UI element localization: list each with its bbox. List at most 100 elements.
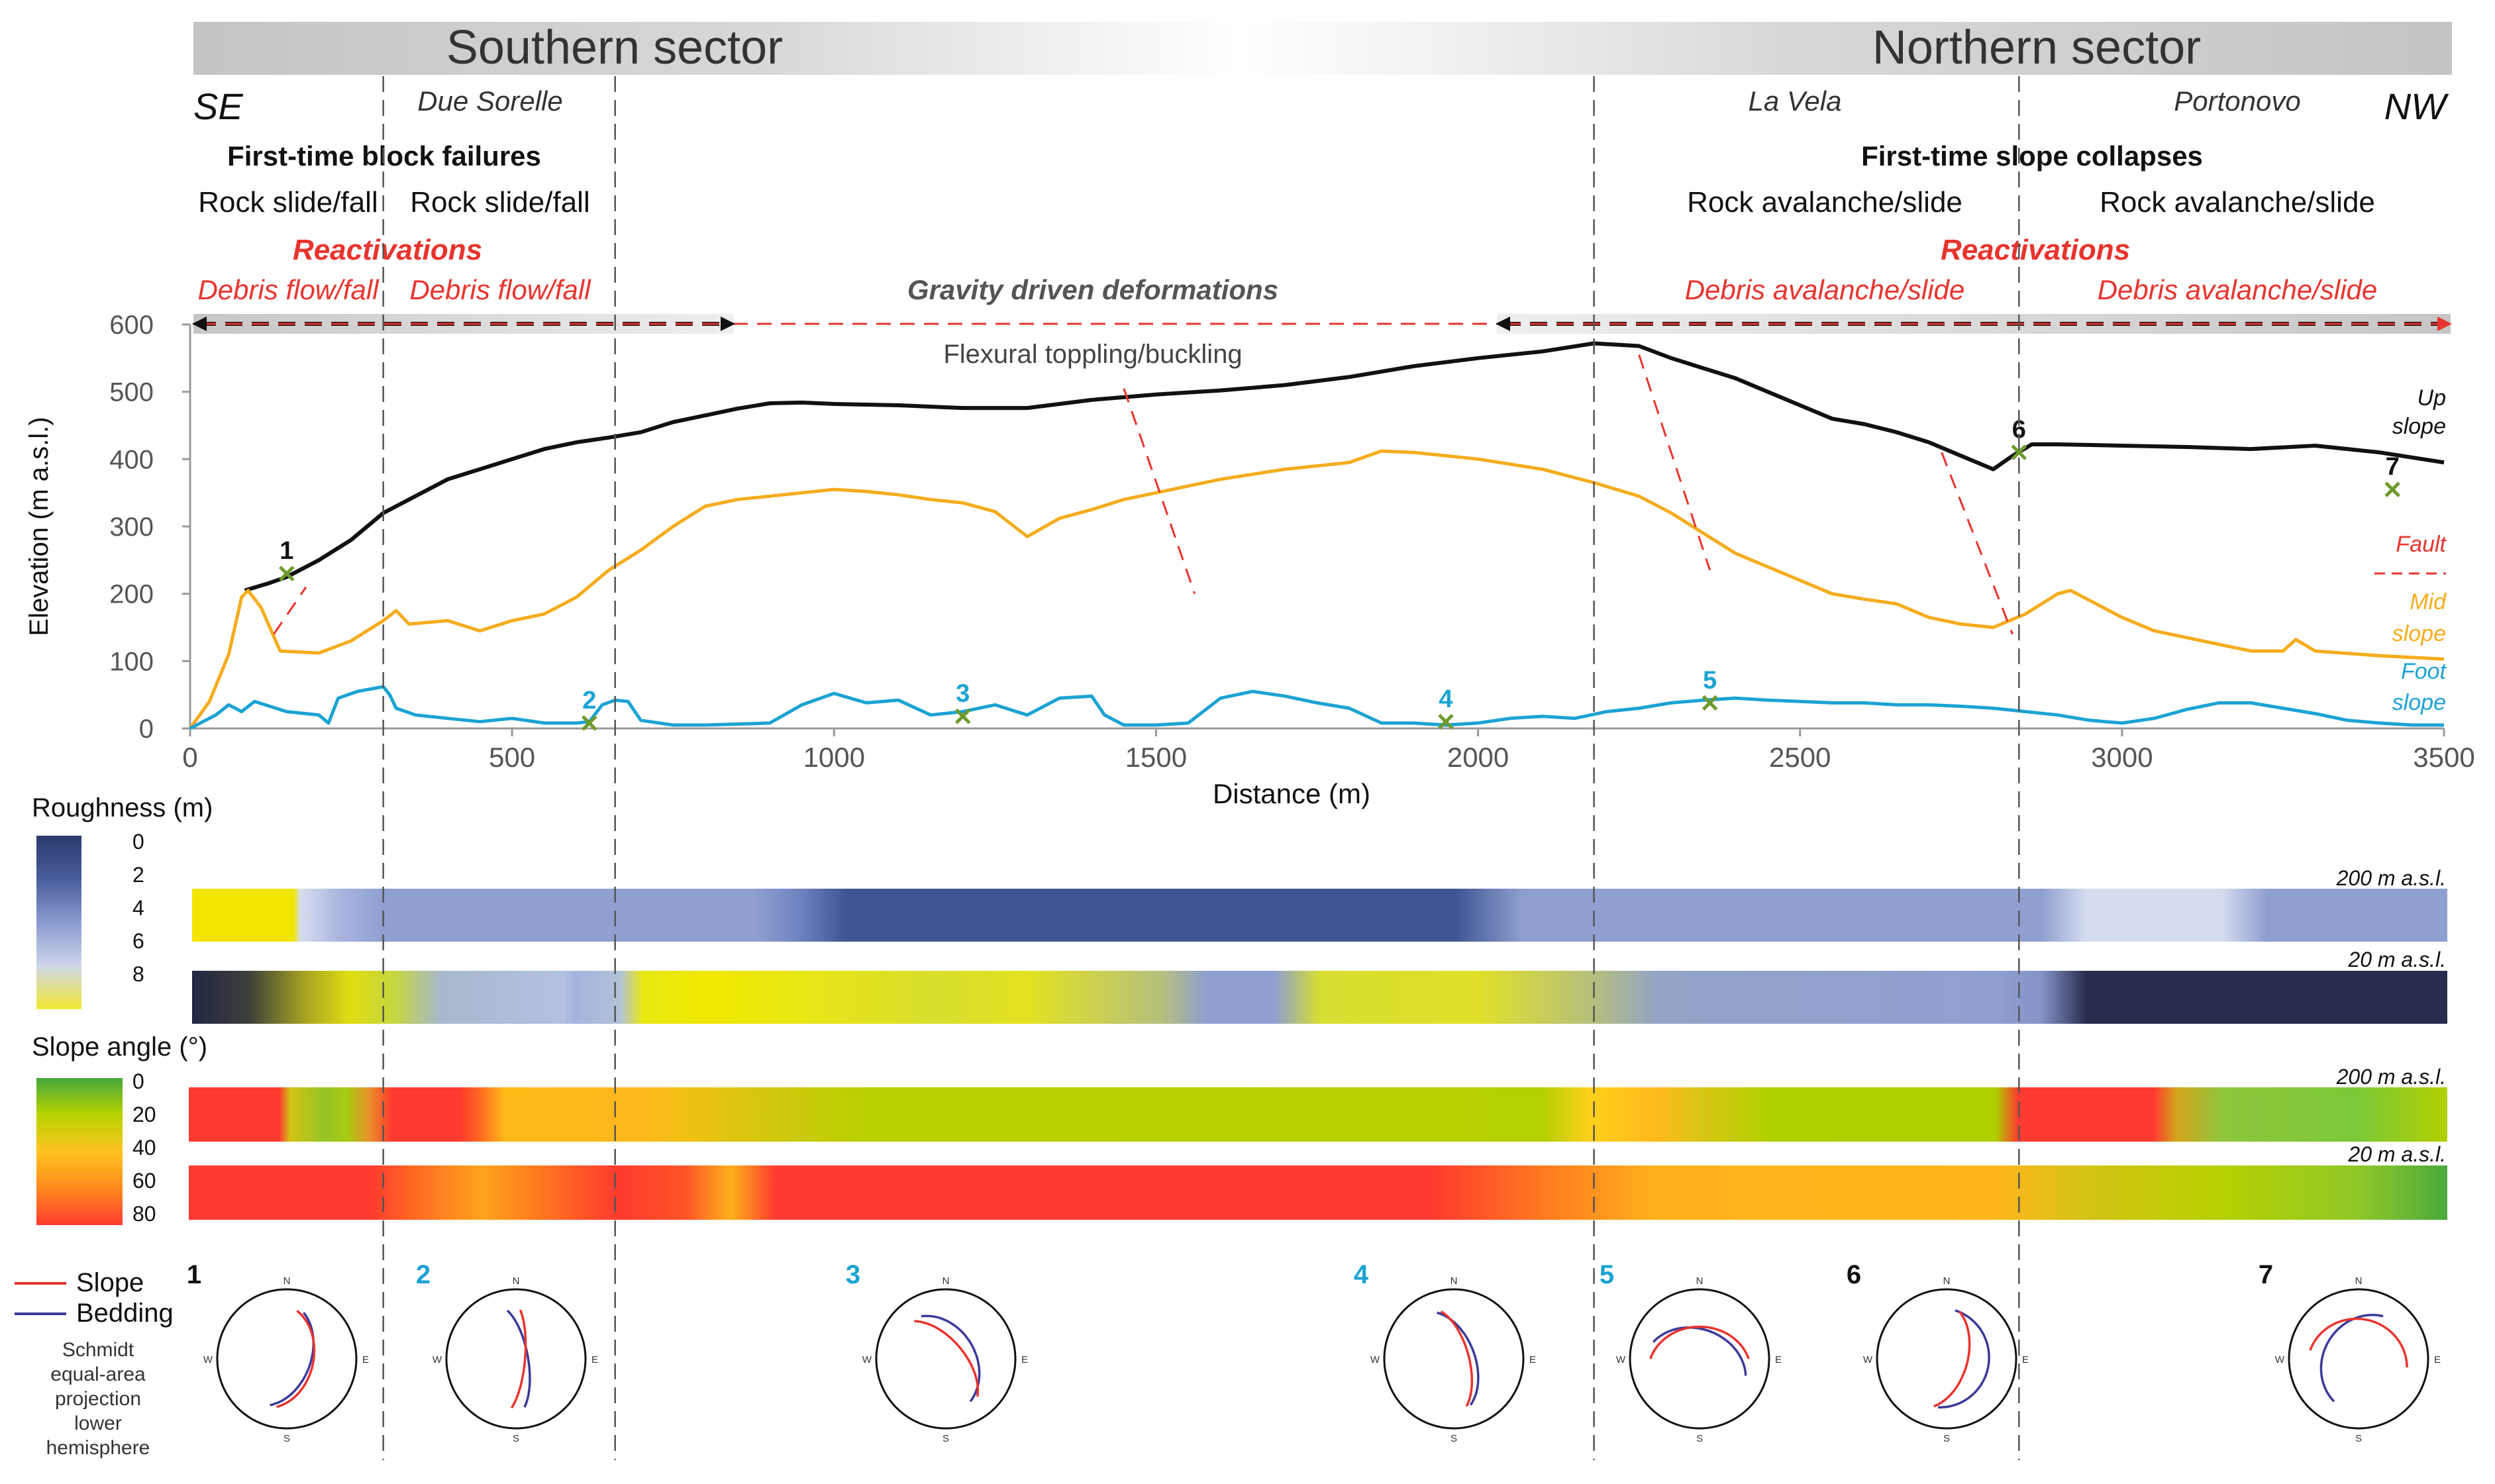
stereonet-id-label: 2 [416,1260,431,1289]
site-marker-label: 7 [2386,453,2400,481]
stereonet-direction: S [513,1433,519,1444]
series-group [188,341,2445,730]
legend-bedding-label: Bedding [76,1299,174,1328]
series-label-mid: Mid [2410,589,2447,615]
projection-note-2: equal-area [50,1363,146,1385]
projection-note-4: lower [74,1412,122,1434]
x-tick-label: 500 [489,742,535,773]
x-tick-label: 0 [182,742,197,773]
southern-sector-label: Southern sector [446,21,783,74]
first-time-slope-label: First-time slope collapses [1861,140,2203,172]
stereonet-direction: N [1451,1275,1458,1287]
y-tick-label: 0 [139,715,154,744]
bedding-great-circle [1437,1311,1480,1406]
slope-angle-tick-label: 60 [132,1169,156,1193]
stereonet-direction: E [2022,1354,2029,1365]
bedding-great-circle [506,1309,531,1408]
y-tick-label: 500 [109,378,154,407]
roughness-bar-20m [192,971,2447,1024]
sector-dividers [382,76,2020,1460]
stereonet-circle [875,1288,1017,1430]
debris-flow-fall-2: Debris flow/fall [409,274,591,305]
flexural-toppling-label: Flexural toppling/buckling [943,340,1242,369]
projection-note-5: hemisphere [46,1437,150,1459]
la-vela-label: La Vela [1749,85,1842,117]
roughness-scale-ticks: 0 2 4 6 8 [132,830,144,986]
stereonet-4: N S W E 4 [1354,1260,1536,1444]
bedding-great-circle [2319,1313,2384,1403]
stereonet-direction: E [2434,1354,2441,1365]
slope-great-circle [1440,1310,1474,1407]
roughness-tick-label: 4 [132,896,144,920]
stereonet-id-label: 5 [1600,1260,1614,1289]
legend-slope-label: Slope [76,1268,144,1297]
arrowhead-right-2 [2437,317,2452,331]
northern-sector-label: Northern sector [1872,21,2201,74]
slope-angle-scale [36,1078,123,1225]
stereonet-direction: W [433,1354,442,1365]
y-tick-label: 400 [109,445,154,474]
slope-angle-tick-label: 20 [132,1103,156,1126]
slope-great-circle [2309,1317,2408,1367]
site-marker-4 [1438,714,1454,730]
arrowhead-left-1 [192,317,207,331]
stereonet-circle [1629,1288,1770,1430]
slope-great-circle [914,1320,980,1397]
stereonet-direction: S [2355,1433,2362,1444]
rock-avalanche-slide-2: Rock avalanche/slide [2100,186,2375,219]
x-axis-label: Distance (m) [1213,778,1370,809]
stereonets: N S W E 1 N S W E 2 N S W E 3 N S W E 4 N S W E 5 N S W E 6 N S W E 7 [187,1260,2441,1444]
stereonet-direction: W [862,1354,872,1365]
site-marker-label: 2 [582,687,596,715]
stereonet-1: N S W E 1 [187,1260,369,1444]
series-label-up: Up [2418,385,2446,411]
stereonet-direction: W [1616,1354,1626,1365]
site-marker-label: 4 [1439,685,1452,713]
projection-note-3: projection [55,1388,141,1410]
stereonet-direction: S [1451,1433,1457,1444]
x-tick-label: 3000 [2091,742,2153,773]
x-tick-label: 2500 [1769,742,1831,773]
stereonet-direction: N [2355,1275,2363,1287]
y-tick-label: 200 [109,580,154,609]
first-time-block-label: First-time block failures [227,140,541,172]
fault-line [1123,388,1196,595]
stereonet-circle [2288,1288,2429,1430]
stereonet-direction: S [283,1433,290,1444]
debris-avalanche-slide-1: Debris avalanche/slide [1685,274,1965,305]
series-label-foot: slope [2392,690,2446,715]
stereonet-direction: S [942,1433,949,1444]
x-tick-label: 1500 [1125,742,1187,773]
stereonet-direction: E [1021,1354,1028,1365]
slope-bar1-label: 200 m a.s.l. [2336,1065,2446,1089]
stereonet-2: N S W E 2 [416,1260,598,1444]
stereonet-circle [1383,1288,1525,1430]
stereonet-id-label: 7 [2259,1260,2273,1289]
stereonet-direction: E [362,1354,369,1365]
slope-angle-tick-label: 80 [132,1202,156,1226]
y-tick-label: 600 [109,311,154,340]
site-marker-label: 6 [2012,416,2026,444]
fault-line [273,586,307,635]
slope-angle-tick-label: 40 [132,1136,156,1160]
stereonet-id-label: 3 [846,1260,860,1289]
roughness-tick-label: 0 [132,830,144,854]
stereonet-direction: E [591,1354,598,1365]
stereonet-direction: E [1775,1354,1782,1365]
site-marker-2 [582,715,597,731]
stereonet-direction: W [1370,1354,1380,1365]
stereonet-3: N S W E 3 [846,1260,1028,1444]
bedding-great-circle [1938,1309,1990,1409]
stereonet-6: N S W E 6 [1847,1260,2029,1444]
bedding-great-circle [921,1314,981,1403]
elevation-chart: 0 100 200 300 400 500 600 0 500 1000 1500 2000 2500 3… [25,311,2475,809]
site-marker-7 [2384,481,2400,497]
header-band-north [1240,22,2452,75]
stereonet-direction: W [2275,1354,2285,1365]
slope-great-circle [510,1309,527,1409]
stereonet-7: N S W E 7 [2259,1260,2441,1444]
debris-flow-fall-1: Debris flow/fall [197,274,380,305]
site-marker-3 [954,708,971,724]
slope-bar2-label: 20 m a.s.l. [2347,1142,2446,1166]
